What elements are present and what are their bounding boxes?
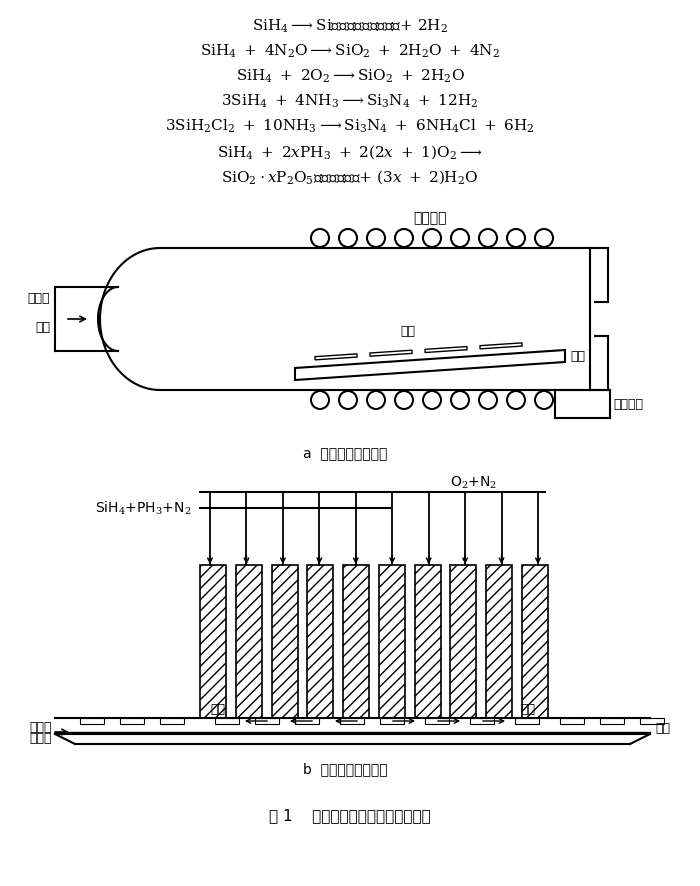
Text: 基片连: 基片连 [29,721,52,734]
Bar [160,718,184,724]
Text: 3SiH$_2$Cl$_2\ +\ $10NH$_3\longrightarrow$Si$_3$N$_4\ +\ $6NH$_4$Cl$\ +\ $6H$_2$: 3SiH$_2$Cl$_2\ +\ $10NH$_3\longrightarro… [165,118,535,136]
Text: 续传送: 续传送 [29,732,52,745]
Text: SiO$_2\cdot x$P$_2$O$_5$（磷硅玻璃）$+\ $(3$x\ +\ $2)H$_2$O: SiO$_2\cdot x$P$_2$O$_5$（磷硅玻璃）$+\ $(3$x\… [221,168,479,186]
Bar [215,718,239,724]
Bar [200,565,226,718]
Text: 基片: 基片 [655,722,670,735]
Bar [425,718,449,724]
Text: SiH$_4\ +\ $2O$_2\longrightarrow$SiO$_2\ +\ $2H$_2$O: SiH$_4\ +\ $2O$_2\longrightarrow$SiO$_2\… [236,68,464,85]
Bar [486,565,512,718]
Bar [295,718,319,724]
Bar [379,565,405,718]
Bar [515,718,539,724]
Text: 基片: 基片 [400,325,416,338]
Text: 气流: 气流 [521,703,536,716]
Text: SiH$_4\ +\ $2$x$PH$_3\ +\ $2(2$x\ +\ $1)O$_2\longrightarrow$: SiH$_4\ +\ $2$x$PH$_3\ +\ $2(2$x\ +\ $1)… [217,143,483,160]
Text: SiH$_4$+PH$_3$+N$_2$: SiH$_4$+PH$_3$+N$_2$ [95,500,191,517]
Bar [640,718,664,724]
Polygon shape [315,354,357,360]
Text: b  电阵平台加热装置: b 电阵平台加热装置 [302,762,387,776]
Bar [120,718,144,724]
Bar [236,565,262,718]
Text: SiH$_4\longrightarrow$Si（多晶硅或非晶硅）$+\ $2H$_2$: SiH$_4\longrightarrow$Si（多晶硅或非晶硅）$+\ $2H… [252,18,448,35]
Text: O$_2$+N$_2$: O$_2$+N$_2$ [450,475,497,492]
Text: 反应气: 反应气 [27,292,50,305]
Bar [560,718,584,724]
Polygon shape [370,350,412,356]
Polygon shape [295,350,565,380]
Text: SiH$_4\ +\ $4N$_2$O$\longrightarrow$SiO$_2\ +\ $2H$_2$O$\ +\ $4N$_2$: SiH$_4\ +\ $4N$_2$O$\longrightarrow$SiO$… [200,43,500,60]
Bar [340,718,364,724]
Text: a  高频感应加热装置: a 高频感应加热装置 [303,447,387,461]
Text: 气体出口: 气体出口 [613,398,643,410]
Polygon shape [480,343,522,349]
Bar [522,565,548,718]
Text: 气流: 气流 [211,703,225,716]
Text: 图 1    常压化学汽相淠积装置示意图: 图 1 常压化学汽相淠积装置示意图 [269,808,431,823]
Bar [380,718,404,724]
Bar [272,565,298,718]
Polygon shape [425,346,467,353]
Bar [600,718,624,724]
Text: 高频线圈: 高频线圈 [413,211,447,225]
Bar [470,718,494,724]
Bar [414,565,441,718]
Bar [80,718,104,724]
Bar [307,565,333,718]
Text: 入口: 入口 [35,321,50,334]
Text: 基座: 基座 [570,349,585,362]
Bar [343,565,369,718]
Bar [450,565,477,718]
Text: 3SiH$_4\ +\ $4NH$_3\longrightarrow$Si$_3$N$_4\ +\ $12H$_2$: 3SiH$_4\ +\ $4NH$_3\longrightarrow$Si$_3… [221,93,479,111]
Bar [255,718,279,724]
